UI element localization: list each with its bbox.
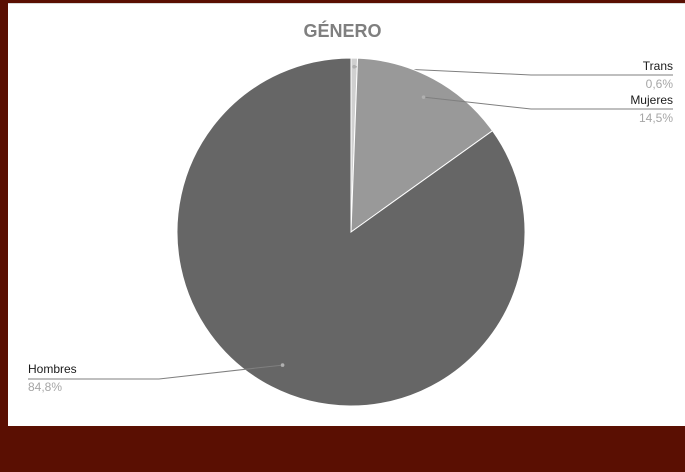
- data-label-hombres: Hombres: [28, 362, 77, 376]
- chart-title: GÉNERO: [303, 21, 382, 41]
- data-label-mujeres: Mujeres: [630, 93, 673, 107]
- leader-anchor-mujeres: [421, 95, 426, 99]
- data-value-hombres: 84,8%: [28, 380, 62, 394]
- data-label-trans: Trans: [643, 59, 673, 73]
- pie-slice-hombres: [176, 57, 526, 407]
- leader-anchor-trans: [352, 64, 356, 69]
- leader-anchor-hombres: [280, 363, 285, 367]
- leader-line-mujeres: [423, 96, 673, 110]
- data-value-mujeres: 14,5%: [639, 111, 673, 125]
- leader-line-hombres: [28, 364, 283, 380]
- data-value-trans: 0,6%: [646, 77, 674, 91]
- pie-slice-mujeres: [350, 57, 494, 233]
